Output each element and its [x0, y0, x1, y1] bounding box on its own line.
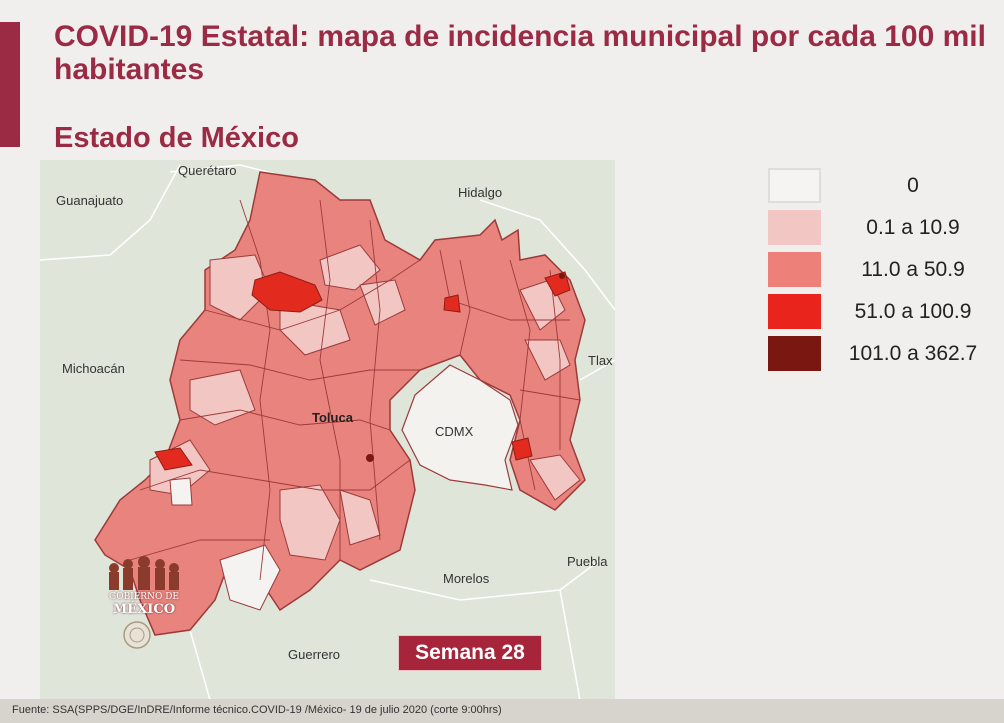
legend-label: 11.0 a 50.9 [861, 258, 965, 281]
label-guerrero: Guerrero [288, 647, 340, 662]
legend-item: 0.1 a 10.9 [768, 210, 998, 252]
legend-swatch [768, 210, 821, 245]
legend-label: 0.1 a 10.9 [866, 216, 960, 239]
legend-item: 0 [768, 168, 998, 210]
municipal-borders [129, 199, 581, 581]
label-michoacan: Michoacán [62, 361, 125, 376]
page-subtitle: Estado de México [54, 122, 299, 154]
week-badge: Semana 28 [398, 635, 542, 671]
legend-item: 101.0 a 362.7 [768, 336, 998, 378]
label-hidalgo: Hidalgo [458, 185, 502, 200]
source-note: Fuente: SSA(SPPS/DGE/InDRE/Informe técni… [12, 704, 502, 716]
label-morelos: Morelos [443, 571, 490, 586]
label-queretaro: Querétaro [178, 163, 237, 178]
neighbor-borders [40, 164, 615, 700]
label-puebla: Puebla [567, 554, 608, 569]
label-cdmx: CDMX [435, 424, 474, 439]
highest-municipalities [366, 273, 565, 462]
legend-label: 0 [907, 174, 919, 197]
legend-swatch [768, 252, 821, 287]
legend-item: 11.0 a 50.9 [768, 252, 998, 294]
choropleth-map: Querétaro Guanajuato Hidalgo Michoacán T… [40, 160, 615, 700]
zero-municipalities [169, 477, 281, 611]
government-logo: GOBIERNO DE MÉXICO [104, 552, 184, 649]
cdmx-area [401, 364, 519, 491]
seal-icon [123, 621, 151, 649]
high-municipalities [154, 271, 571, 471]
legend-swatch [768, 294, 821, 329]
label-guanajuato: Guanajuato [56, 193, 123, 208]
legend-label: 51.0 a 100.9 [854, 300, 972, 323]
government-logo-text: GOBIERNO DE MÉXICO [109, 592, 179, 617]
legend-swatch [768, 168, 821, 203]
legend-swatch [768, 336, 821, 371]
footer: Fuente: SSA(SPPS/DGE/InDRE/Informe técni… [0, 699, 1004, 723]
map-legend: 0 0.1 a 10.9 11.0 a 50.9 51.0 a 100.9 101.0 … [768, 168, 998, 378]
label-tlax: Tlax [588, 353, 613, 368]
label-toluca: Toluca [312, 410, 354, 425]
accent-bar [0, 22, 20, 147]
legend-label: 101.0 a 362.7 [848, 342, 978, 365]
legend-item: 51.0 a 100.9 [768, 294, 998, 336]
government-logo-emblem [109, 556, 179, 590]
page-title: COVID-19 Estatal: mapa de incidencia mun… [54, 20, 986, 86]
